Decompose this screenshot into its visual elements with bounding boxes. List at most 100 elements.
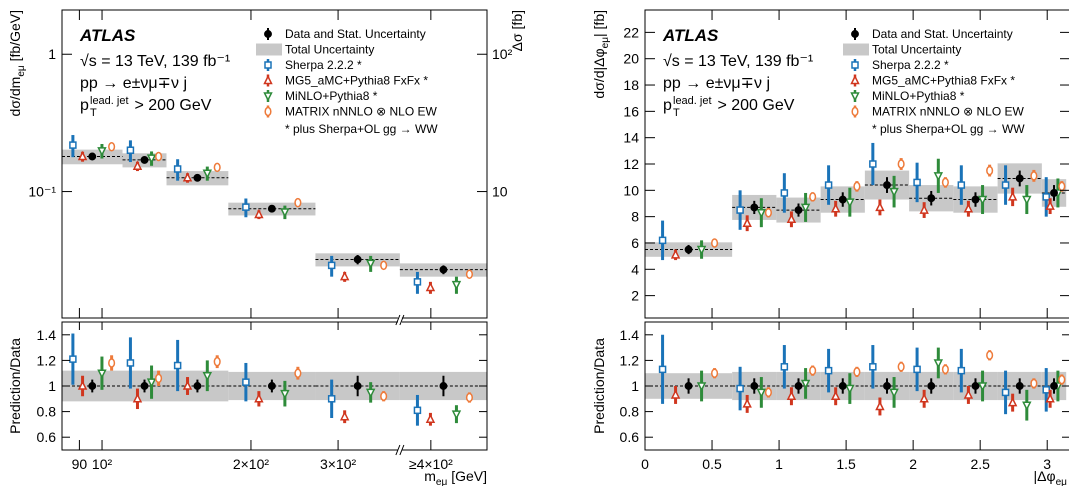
marker: [824, 181, 833, 189]
marker: [77, 150, 88, 161]
x-tick-label: 2: [909, 456, 917, 472]
marker: [941, 364, 949, 375]
ratio-y-tick-label: 1.2: [37, 352, 57, 368]
marker: [267, 382, 276, 390]
y-tick-label: 16: [623, 103, 639, 119]
marker: [146, 378, 157, 388]
x-tick-label: ≥4×10²: [409, 456, 453, 472]
marker: [780, 189, 789, 197]
marker: [1022, 195, 1032, 206]
legend-marker: [264, 106, 272, 117]
legend-marker: [850, 92, 860, 102]
legend-label: Sherpa 2.2.2 *: [872, 58, 949, 72]
ratio-y-tick-label: 0.8: [620, 404, 640, 420]
x-tick-label: 3×10²: [320, 456, 357, 472]
main-frame: [61, 9, 488, 319]
marker: [425, 281, 436, 292]
marker: [88, 152, 97, 161]
marker: [933, 172, 944, 182]
x-axis-label-part: [GeV]: [447, 468, 487, 484]
y-tick-label: 20: [623, 51, 639, 67]
marker: [957, 181, 966, 189]
annotation-part: > 200 GeV: [713, 97, 795, 114]
y-tick-label: 10⁻¹: [28, 184, 56, 200]
marker: [1050, 189, 1058, 197]
annotation: pp → e±νμ∓ν j: [663, 75, 770, 92]
marker: [1030, 378, 1038, 389]
legend-marker: [851, 30, 859, 38]
marker: [242, 378, 250, 386]
y2-tick-label: 10: [492, 184, 508, 200]
marker: [869, 363, 877, 371]
marker: [971, 382, 980, 390]
legend-label: Total Uncertainty: [285, 43, 374, 57]
marker: [658, 365, 667, 374]
marker: [963, 389, 974, 399]
annotation: plead. jet T > 200 GeV: [80, 95, 212, 119]
annotation: pp → e±νμ∓ν j: [80, 75, 187, 92]
y-axis-label-part: eμ: [600, 37, 611, 49]
marker: [809, 192, 817, 202]
marker: [845, 198, 855, 208]
marker: [670, 249, 681, 259]
x-axis-label-part: |Δφ: [1034, 468, 1056, 484]
annotation-part: T: [90, 107, 97, 119]
axis-break: [399, 444, 405, 456]
marker: [742, 217, 752, 227]
x-tick-label: 2×10²: [233, 456, 270, 472]
x-tick-label: 1: [775, 456, 783, 472]
marker: [875, 201, 885, 212]
marker: [126, 146, 135, 154]
marker: [193, 173, 202, 182]
marker: [1030, 171, 1038, 181]
x-tick-label: 2.5: [970, 456, 990, 472]
legend-marker: [850, 74, 860, 85]
marker: [756, 388, 767, 399]
marker: [794, 382, 803, 390]
legend-marker: [263, 74, 273, 85]
annotation: plead. jet T > 200 GeV: [663, 95, 795, 119]
y-tick-label: 4: [631, 261, 639, 277]
marker: [986, 165, 994, 176]
marker: [919, 204, 929, 214]
marker: [69, 355, 77, 363]
legend-label: Data and Stat. Uncertainty: [285, 27, 426, 41]
marker: [986, 350, 994, 361]
y-tick-label: 6: [631, 235, 639, 251]
ratio-y-tick-label: 0.6: [620, 429, 640, 445]
legend-marker: [264, 61, 272, 69]
ratio-panel: [645, 334, 1067, 421]
marker: [684, 245, 693, 254]
marker: [439, 382, 448, 390]
legend-label: Total Uncertainty: [872, 43, 961, 57]
marker: [155, 151, 163, 162]
legend-swatch: [256, 43, 282, 56]
y-tick-label: 14: [623, 130, 639, 146]
marker: [830, 390, 841, 400]
x-axis-label: meμ [GeV]: [424, 468, 487, 486]
marker: [88, 382, 97, 390]
axis-break: [395, 444, 401, 456]
legend-marker: [851, 106, 859, 117]
marker: [97, 369, 107, 379]
annotation-part: lead. jet: [90, 95, 129, 107]
marker: [327, 261, 336, 270]
marker: [913, 178, 921, 187]
x-axis-label: |Δφeμ: [1034, 468, 1068, 486]
marker: [780, 363, 789, 371]
marker: [108, 141, 116, 152]
annotation: √s = 13 TeV, 139 fb⁻¹: [80, 53, 230, 70]
y-axis-label: dσ/d|Δφeμ| [fb]: [591, 10, 611, 99]
legend-note: * plus Sherpa+OL gg → WW: [285, 122, 438, 136]
marker: [465, 269, 473, 279]
marker: [1007, 191, 1018, 201]
marker: [108, 358, 116, 368]
experiment-label: ATLAS: [79, 26, 136, 45]
marker: [756, 208, 767, 219]
y-tick-label: 8: [631, 209, 639, 225]
x-tick-label: 3: [1043, 456, 1051, 472]
y-axis-label-part: eμ: [16, 65, 27, 77]
marker: [897, 362, 905, 372]
annotation-part: T: [673, 107, 680, 119]
